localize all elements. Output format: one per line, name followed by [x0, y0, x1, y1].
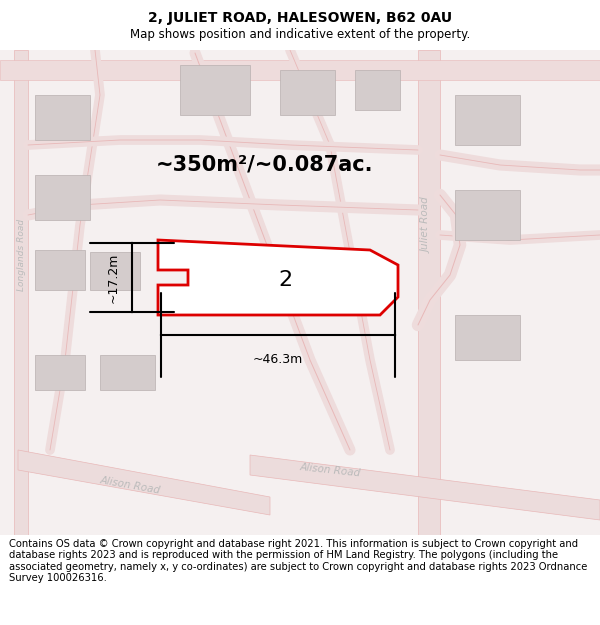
- Polygon shape: [0, 60, 600, 80]
- Bar: [100, 355, 155, 390]
- Bar: [280, 70, 335, 115]
- Bar: [355, 70, 400, 110]
- Polygon shape: [158, 240, 398, 315]
- Bar: [90, 252, 140, 290]
- Bar: [35, 250, 85, 290]
- Text: Map shows position and indicative extent of the property.: Map shows position and indicative extent…: [130, 28, 470, 41]
- Text: ~17.2m: ~17.2m: [107, 253, 120, 302]
- Text: Contains OS data © Crown copyright and database right 2021. This information is : Contains OS data © Crown copyright and d…: [9, 539, 587, 583]
- Polygon shape: [418, 50, 440, 535]
- Text: Juliet Road: Juliet Road: [422, 197, 432, 253]
- Bar: [35, 355, 85, 390]
- Bar: [35, 95, 90, 140]
- Polygon shape: [14, 50, 28, 535]
- Polygon shape: [18, 450, 270, 515]
- Text: Alison Road: Alison Road: [99, 475, 161, 495]
- Bar: [455, 95, 520, 145]
- Bar: [180, 65, 250, 115]
- Bar: [35, 175, 90, 220]
- Text: Alison Road: Alison Road: [299, 462, 361, 478]
- Polygon shape: [250, 455, 600, 520]
- Text: ~46.3m: ~46.3m: [253, 353, 303, 366]
- Text: 2: 2: [278, 270, 292, 290]
- Text: 2, JULIET ROAD, HALESOWEN, B62 0AU: 2, JULIET ROAD, HALESOWEN, B62 0AU: [148, 11, 452, 25]
- Bar: [455, 190, 520, 240]
- Text: Longlands Road: Longlands Road: [17, 219, 26, 291]
- Text: ~350m²/~0.087ac.: ~350m²/~0.087ac.: [156, 155, 374, 175]
- Bar: [455, 315, 520, 360]
